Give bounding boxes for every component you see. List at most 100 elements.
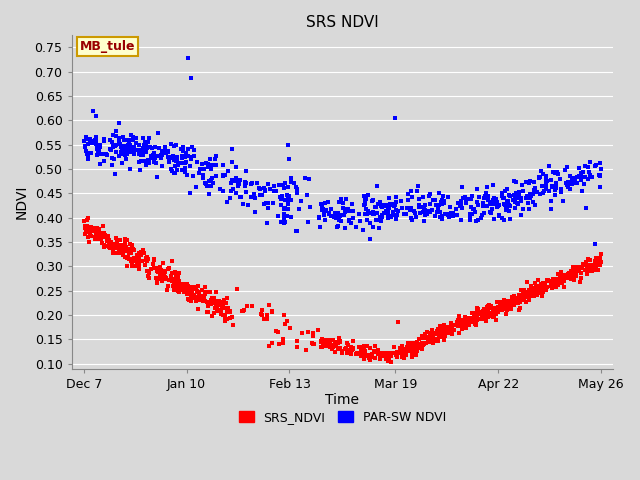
Point [493, 303, 503, 311]
Point [114, 134, 124, 142]
Point [582, 261, 592, 269]
Point [186, 153, 196, 161]
Point [321, 206, 331, 214]
Point [569, 271, 579, 279]
Point [193, 288, 204, 296]
Point [541, 186, 551, 193]
Point [524, 296, 534, 303]
Point [403, 196, 413, 204]
Point [428, 196, 438, 204]
Point [187, 291, 197, 299]
Point [254, 184, 264, 192]
Point [395, 345, 405, 352]
Point [551, 275, 561, 282]
Point [389, 200, 399, 208]
Point [280, 204, 291, 212]
Point [466, 195, 476, 203]
Point [139, 157, 149, 165]
Point [328, 341, 339, 348]
Point [540, 281, 550, 289]
Point [372, 200, 383, 207]
Point [201, 159, 211, 167]
Point [446, 323, 456, 330]
Point [164, 276, 175, 283]
Point [123, 136, 133, 144]
Point [490, 200, 500, 208]
Y-axis label: NDVI: NDVI [15, 185, 29, 219]
Point [215, 306, 225, 313]
Point [435, 322, 445, 330]
Point [173, 280, 183, 288]
Point [220, 296, 230, 303]
Point [532, 282, 543, 289]
Point [521, 288, 531, 296]
Point [428, 339, 438, 347]
Point [424, 333, 434, 340]
Point [220, 312, 230, 319]
Point [453, 316, 463, 324]
Point [530, 201, 540, 209]
Point [439, 333, 449, 340]
Point [179, 165, 189, 172]
Point [154, 274, 164, 281]
Point [489, 194, 499, 202]
Point [303, 218, 313, 226]
Point [211, 300, 221, 308]
Point [533, 288, 543, 295]
Point [389, 349, 399, 357]
Point [234, 180, 244, 188]
Point [454, 329, 465, 336]
Point [334, 216, 344, 224]
Point [90, 233, 100, 241]
Point [307, 339, 317, 347]
Point [471, 316, 481, 324]
Point [115, 236, 125, 243]
Point [321, 207, 331, 215]
Point [565, 173, 575, 180]
Point [116, 159, 127, 167]
Point [358, 192, 369, 200]
Point [400, 347, 410, 355]
Point [188, 293, 198, 301]
Point [294, 205, 305, 213]
Point [537, 293, 547, 300]
Point [584, 168, 595, 176]
Point [486, 201, 497, 208]
Point [547, 284, 557, 291]
Point [182, 280, 192, 288]
Point [499, 200, 509, 208]
Point [99, 231, 109, 239]
Point [367, 350, 377, 358]
Point [417, 341, 428, 349]
Point [170, 169, 180, 177]
Point [216, 303, 227, 311]
Point [106, 146, 116, 154]
Point [500, 202, 511, 209]
Point [502, 204, 513, 212]
Point [167, 269, 177, 277]
Point [511, 194, 522, 202]
Point [589, 162, 600, 169]
Point [581, 258, 591, 266]
Point [375, 198, 385, 205]
Point [408, 339, 418, 347]
Point [459, 322, 469, 330]
Point [495, 300, 505, 308]
Point [468, 312, 479, 319]
Point [431, 328, 442, 336]
Point [457, 321, 467, 329]
Point [486, 310, 496, 317]
Point [424, 208, 434, 216]
Point [383, 208, 393, 216]
Point [483, 307, 493, 314]
Point [82, 225, 92, 233]
Point [225, 194, 235, 202]
Point [545, 277, 555, 285]
Point [169, 281, 179, 289]
Point [483, 301, 493, 309]
Point [118, 142, 128, 150]
Point [421, 339, 431, 347]
Point [424, 335, 434, 342]
Point [570, 270, 580, 278]
Point [376, 351, 386, 359]
